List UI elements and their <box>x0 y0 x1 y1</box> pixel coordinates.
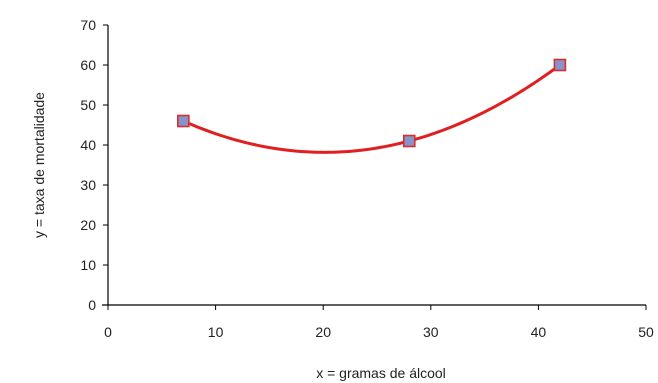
y-tick-label: 30 <box>80 177 96 193</box>
y-tick-group: 0 10 20 30 40 50 60 70 <box>80 17 108 313</box>
y-tick-label: 20 <box>80 217 96 233</box>
data-point <box>402 134 416 148</box>
x-tick-label: 50 <box>638 324 654 340</box>
trendline-curve <box>182 63 561 154</box>
y-tick-label: 60 <box>80 57 96 73</box>
axes <box>102 25 646 306</box>
x-tick-label: 20 <box>315 324 331 340</box>
data-point <box>177 114 190 128</box>
x-tick-label: 0 <box>104 324 112 340</box>
x-tick-label: 10 <box>208 324 224 340</box>
y-tick-label: 40 <box>80 137 96 153</box>
y-tick-label: 10 <box>80 257 96 273</box>
x-tick-label: 40 <box>531 324 547 340</box>
x-axis-label: x = gramas de álcool <box>316 365 446 381</box>
y-tick-label: 0 <box>88 297 96 313</box>
x-tick-group: 0 10 20 30 40 50 <box>104 305 654 340</box>
y-axis-label: y = taxa de mortalidade <box>31 92 47 238</box>
y-tick-label: 70 <box>80 17 96 33</box>
data-point <box>553 58 567 72</box>
data-points <box>177 58 567 148</box>
y-tick-label: 50 <box>80 97 96 113</box>
x-tick-label: 30 <box>423 324 439 340</box>
